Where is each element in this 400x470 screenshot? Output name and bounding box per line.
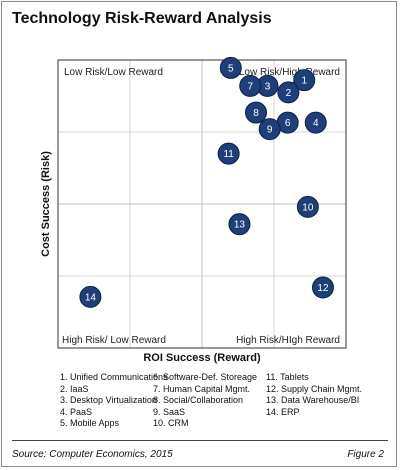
data-point-marker: [228, 213, 251, 236]
data-point-marker: [219, 56, 242, 79]
data-point-1: 1: [293, 69, 316, 92]
data-point-2: 2: [277, 81, 300, 104]
data-point-marker: [293, 69, 316, 92]
data-point-9: 9: [258, 118, 281, 141]
data-point-14: 14: [79, 285, 102, 308]
legend-item: 4. PaaS: [60, 406, 93, 417]
data-point-label: 1: [301, 76, 307, 87]
data-point-label: 11: [223, 149, 234, 160]
data-point-4: 4: [304, 111, 327, 134]
data-point-marker: [217, 142, 240, 165]
quadrant-label-top-left: Low Risk/Low Reward: [64, 67, 163, 78]
y-axis-label: Cost Success (Risk): [40, 151, 52, 257]
data-point-marker: [239, 74, 262, 97]
legend-item: 9. SaaS: [153, 406, 186, 417]
data-point-13: 13: [228, 213, 251, 236]
source-note: Source: Computer Economics, 2015: [12, 449, 173, 460]
legend-item: 10. CRM: [153, 418, 189, 429]
data-point-marker: [245, 101, 267, 124]
x-axis-label: ROI Success (Reward): [143, 352, 261, 364]
data-point-label: 12: [317, 283, 329, 294]
data-point-marker: [277, 81, 300, 104]
data-point-11: 11: [217, 142, 240, 165]
data-point-label: 9: [267, 125, 273, 136]
legend-item: 8. Social/Collaboration: [153, 395, 244, 406]
plot-border: [57, 59, 347, 349]
data-point-label: 4: [313, 118, 319, 129]
legend-item: 7. Human Capital Mgmt.: [153, 383, 251, 394]
footer-divider: [12, 440, 388, 441]
legend-item: 12. Supply Chain Mgmt.: [266, 383, 363, 394]
legend-item: 1. Unified Communications: [60, 372, 168, 382]
legend-column-1: 1. Unified Communications 2. IaaS 3. Deskt…: [60, 372, 168, 430]
data-point-marker: [79, 285, 102, 308]
data-point-12: 12: [311, 276, 334, 299]
data-point-label: 5: [228, 63, 234, 74]
legend-item: 3. Desktop Virtualization: [60, 395, 157, 406]
data-point-label: 6: [285, 118, 291, 129]
data-point-5: 5: [219, 56, 242, 79]
legend-item: 6. Software-Def. Storeage: [153, 372, 258, 382]
data-point-marker: [258, 118, 281, 141]
legend-item: 5. Mobile Apps: [60, 418, 120, 429]
data-point-label: 2: [286, 88, 292, 99]
data-point-label: 14: [85, 292, 97, 303]
legend-item: 13. Data Warehouse/BI: [266, 395, 360, 406]
legend-item: 11. Tablets: [266, 372, 309, 382]
data-point-marker: [311, 276, 334, 299]
legend-column-2: 6. Software-Def. Storeage 7. Human Capita…: [153, 372, 257, 430]
data-point-7: 7: [239, 74, 262, 97]
data-point-marker: [304, 111, 327, 134]
data-point-10: 10: [296, 195, 319, 218]
legend-item: 2. IaaS: [60, 383, 89, 394]
quadrant-label-top-right: Low Risk/High Reward: [239, 67, 340, 78]
figure-number: Figure 2: [347, 449, 384, 460]
quadrant-label-bottom-left: High Risk/ Low Reward: [62, 335, 166, 346]
data-point-label: 8: [253, 108, 259, 119]
data-point-label: 3: [265, 81, 271, 92]
data-point-label: 13: [234, 220, 246, 231]
legend-item: 14. ERP: [266, 406, 300, 417]
data-point-8: 8: [245, 101, 267, 124]
quadrant-label-bottom-right: High Risk/HIgh Reward: [236, 335, 340, 346]
legend-column-3: 11. Tablets 12. Supply Chain Mgmt. 13. Dat…: [266, 372, 362, 418]
data-point-marker: [296, 195, 319, 218]
data-point-label: 10: [302, 202, 314, 213]
data-point-label: 7: [247, 81, 253, 92]
chart-title: Technology Risk-Reward Analysis: [12, 10, 272, 27]
